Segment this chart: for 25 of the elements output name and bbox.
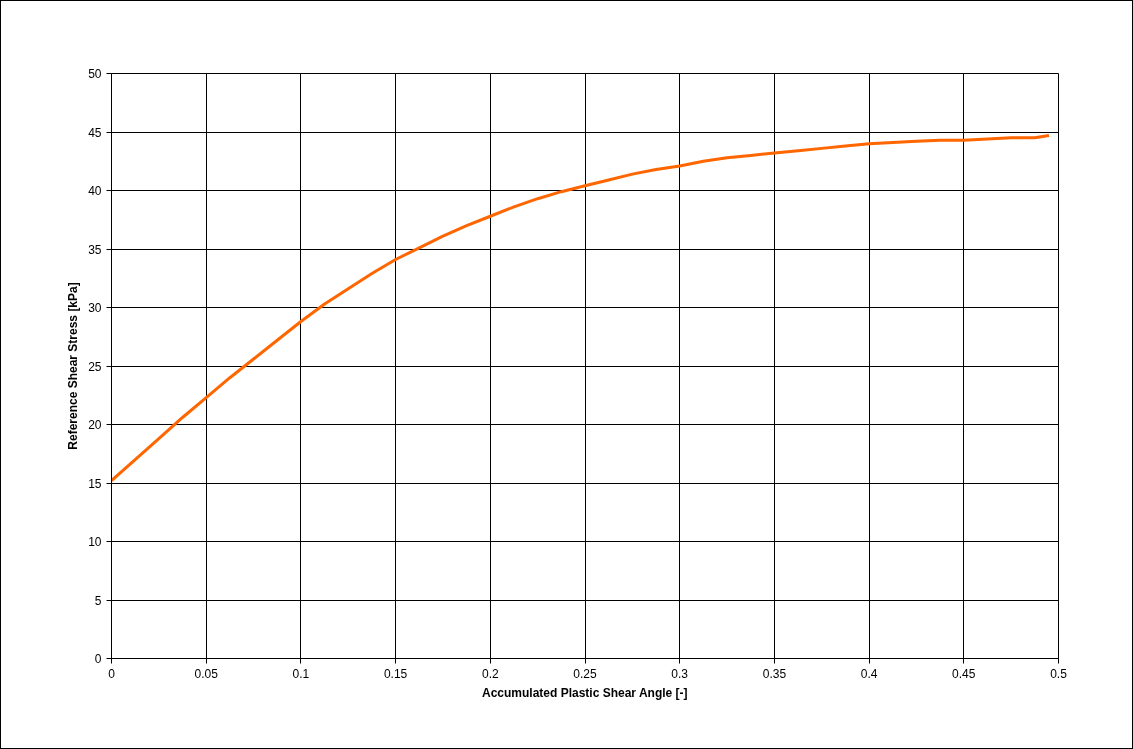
x-tick-label: 0.1 [292, 666, 310, 681]
y-axis-title: Reference Shear Stress [kPa] [66, 282, 81, 450]
y-tick-label: 15 [88, 476, 102, 491]
y-tick-label: 45 [88, 125, 102, 140]
y-tick-label: 50 [88, 67, 102, 81]
x-tick-label: 0.45 [952, 666, 976, 681]
y-tick-label: 10 [88, 535, 102, 549]
x-axis-title: Accumulated Plastic Shear Angle [-] [481, 685, 688, 700]
y-tick-label: 5 [94, 593, 102, 608]
y-tick-label: 30 [88, 301, 102, 315]
x-tick-label: 0 [108, 666, 116, 681]
line-series [111, 134, 1051, 483]
x-tick-label: 0.25 [573, 666, 597, 681]
x-tick-label: 0.3 [671, 666, 689, 681]
y-tick-label: 35 [88, 242, 102, 257]
x-tick-label: 0.15 [383, 666, 408, 681]
y-tick-label: 0 [94, 652, 102, 666]
y-tick-label: 40 [88, 184, 102, 198]
x-tick-label: 0.4 [860, 666, 878, 681]
x-tick-label: 0.2 [481, 666, 499, 681]
x-tick-label: 0.05 [194, 666, 219, 681]
y-tick-label: 25 [88, 359, 102, 374]
x-tick-label: 0.5 [1050, 666, 1068, 681]
x-tick-label: 0.35 [762, 666, 787, 681]
y-tick-label: 20 [88, 418, 102, 432]
